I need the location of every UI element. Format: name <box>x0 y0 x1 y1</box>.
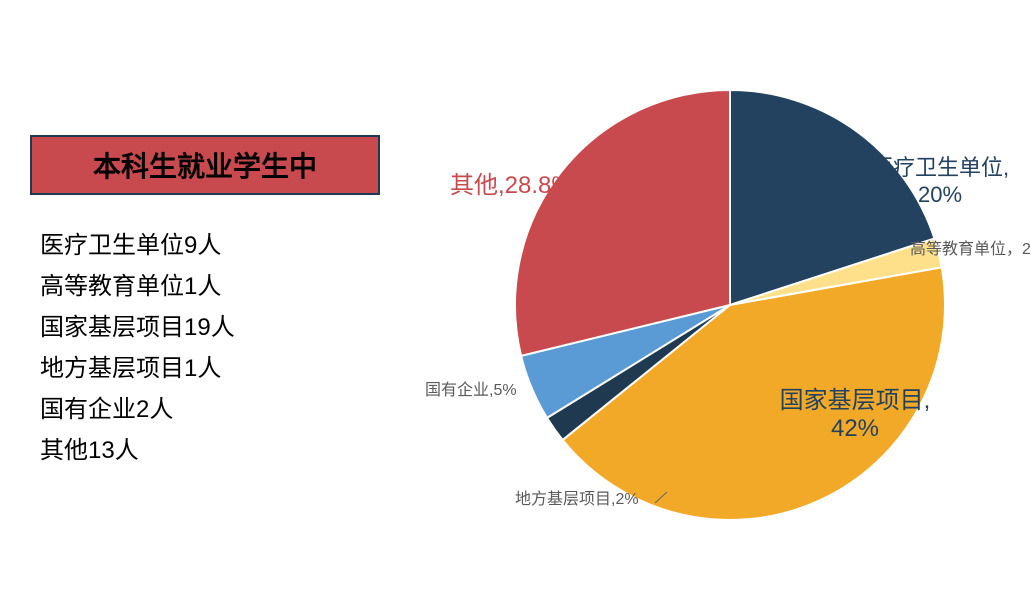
list-item: 其他13人 <box>40 430 235 465</box>
list-item: 国有企业2人 <box>40 389 235 424</box>
pie-slice-label: 医疗卫生单位,20% <box>850 150 1030 208</box>
pie-chart: 医疗卫生单位,20%高等教育单位，2%国家基层项目,42%地方基层项目,2%国有… <box>480 55 980 555</box>
title-box: 本科生就业学生中 <box>30 135 380 195</box>
list-item: 国家基层项目19人 <box>40 307 235 342</box>
title-text: 本科生就业学生中 <box>93 145 317 185</box>
pie-slice-label: 国家基层项目,42% <box>755 380 955 443</box>
pie-svg <box>480 55 980 555</box>
list-item: 医疗卫生单位9人 <box>40 225 235 260</box>
pie-slice-label: 地方基层项目,2% <box>515 485 715 509</box>
list-item: 地方基层项目1人 <box>40 348 235 383</box>
pie-slice-label: 国有企业,5% <box>425 376 575 400</box>
list-item: 高等教育单位1人 <box>40 266 235 301</box>
pie-slice-label: 高等教育单位，2% <box>910 235 1031 259</box>
pie-slice-label: 其他,28.8% <box>450 165 650 200</box>
employment-list: 医疗卫生单位9人高等教育单位1人国家基层项目19人地方基层项目1人国有企业2人其… <box>40 225 235 471</box>
